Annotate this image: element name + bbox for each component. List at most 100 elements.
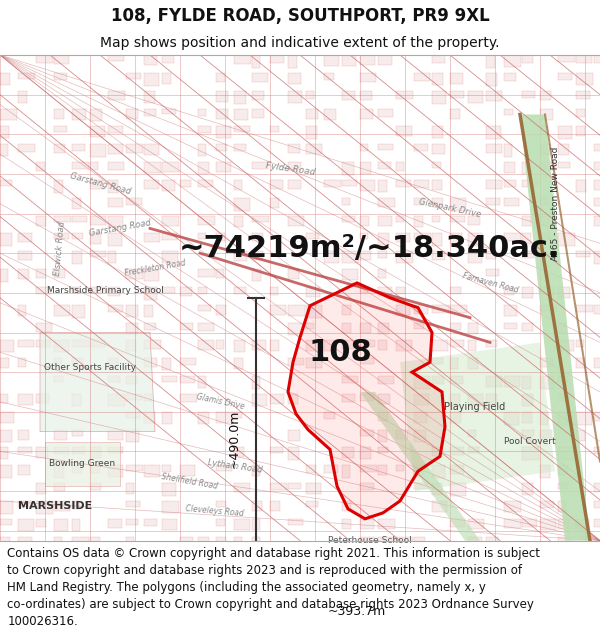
Bar — [450, 305, 467, 312]
Text: Contains OS data © Crown copyright and database right 2021. This information is : Contains OS data © Crown copyright and d… — [7, 546, 540, 625]
Polygon shape — [520, 114, 590, 541]
Bar — [216, 501, 226, 507]
Bar — [126, 109, 138, 119]
Bar — [360, 180, 375, 191]
Bar — [180, 358, 196, 365]
Bar — [432, 448, 442, 456]
Bar — [522, 180, 538, 187]
Bar — [270, 126, 279, 132]
Bar — [0, 109, 17, 121]
Bar — [36, 287, 51, 294]
Bar — [342, 269, 358, 280]
Bar — [522, 55, 533, 63]
Bar — [144, 269, 159, 281]
Bar — [162, 519, 177, 530]
Bar — [270, 55, 284, 63]
Bar — [432, 216, 440, 221]
Bar — [126, 198, 142, 204]
Bar — [540, 109, 553, 121]
Bar — [450, 91, 464, 98]
Bar — [0, 412, 14, 422]
Bar — [306, 322, 314, 329]
Bar — [126, 341, 136, 351]
Bar — [270, 448, 283, 453]
Bar — [18, 358, 26, 367]
Bar — [324, 341, 336, 351]
Bar — [432, 126, 443, 138]
Bar — [504, 55, 521, 67]
Bar — [90, 180, 103, 189]
Bar — [396, 233, 410, 242]
Bar — [72, 198, 81, 209]
Bar — [288, 358, 304, 365]
Bar — [0, 341, 14, 352]
Bar — [18, 91, 27, 103]
Bar — [0, 126, 9, 138]
Bar — [18, 144, 35, 152]
Bar — [432, 198, 443, 207]
Bar — [180, 322, 193, 329]
Bar — [216, 341, 224, 349]
Bar — [360, 465, 377, 472]
Bar — [540, 412, 548, 424]
Bar — [108, 198, 123, 207]
Bar — [18, 341, 34, 348]
Bar — [576, 412, 592, 424]
Bar — [360, 144, 368, 151]
Bar — [378, 251, 387, 258]
Bar — [72, 501, 80, 509]
Bar — [414, 429, 426, 441]
Bar — [432, 483, 442, 495]
Bar — [522, 429, 534, 436]
Bar — [378, 287, 392, 295]
Bar — [234, 448, 244, 458]
Bar — [252, 341, 266, 351]
Bar — [378, 269, 386, 278]
Bar — [270, 305, 286, 314]
Bar — [306, 501, 318, 507]
Bar — [144, 180, 159, 189]
Bar — [306, 144, 322, 154]
Bar — [450, 73, 463, 84]
Bar — [306, 233, 319, 239]
Bar — [288, 180, 301, 189]
Bar — [378, 519, 395, 529]
Bar — [432, 358, 443, 364]
Bar — [576, 126, 585, 136]
Bar — [414, 73, 430, 81]
Bar — [540, 519, 556, 530]
Bar — [198, 287, 207, 294]
Polygon shape — [40, 332, 155, 432]
Bar — [558, 394, 569, 401]
Bar — [522, 322, 533, 331]
Bar — [594, 412, 600, 421]
Bar — [594, 144, 600, 151]
Bar — [558, 501, 566, 512]
Bar — [90, 233, 101, 244]
Bar — [144, 233, 160, 242]
Bar — [288, 448, 299, 461]
Bar — [540, 501, 554, 508]
Bar — [360, 91, 372, 99]
Bar — [360, 519, 374, 529]
Bar — [594, 162, 600, 170]
Bar — [90, 162, 98, 170]
Bar — [468, 216, 480, 226]
Bar — [72, 465, 82, 473]
Text: Glenpark Drive: Glenpark Drive — [418, 198, 482, 219]
Bar — [54, 465, 64, 478]
Bar — [108, 305, 123, 312]
Text: MARSHSIDE: MARSHSIDE — [18, 501, 92, 511]
Bar — [522, 251, 534, 258]
Bar — [396, 180, 411, 187]
Bar — [504, 233, 521, 241]
Bar — [162, 73, 171, 84]
Bar — [306, 109, 318, 119]
Bar — [504, 376, 520, 387]
Polygon shape — [360, 392, 480, 541]
Bar — [432, 162, 441, 168]
Bar — [342, 341, 357, 349]
Bar — [18, 537, 32, 542]
Bar — [144, 341, 161, 349]
Bar — [108, 251, 116, 263]
